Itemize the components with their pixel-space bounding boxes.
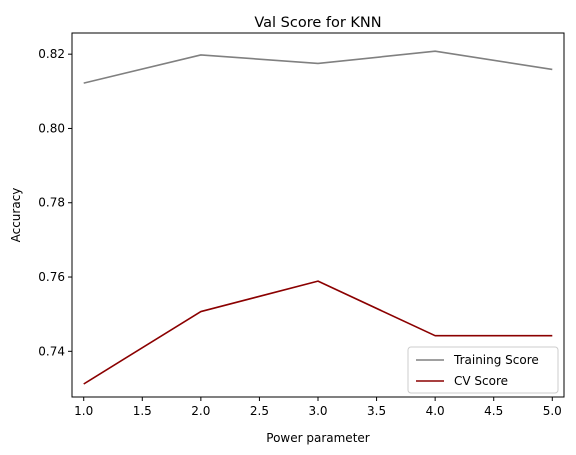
legend-label: Training Score xyxy=(453,353,539,367)
legend-label: CV Score xyxy=(454,374,508,388)
x-tick-label: 2.5 xyxy=(250,404,269,418)
x-axis-label: Power parameter xyxy=(266,431,370,445)
x-tick-label: 5.0 xyxy=(543,404,562,418)
series-line-cv-score xyxy=(83,280,553,385)
x-tick-label: 2.0 xyxy=(191,404,210,418)
x-tick-label: 4.5 xyxy=(484,404,503,418)
x-axis: 1.0 1.5 2.0 2.5 3.0 3.5 4.0 4.5 5.0 xyxy=(74,397,562,418)
y-tick-label: 0.76 xyxy=(38,270,65,284)
y-tick-label: 0.80 xyxy=(38,121,65,135)
x-tick-label: 3.0 xyxy=(308,404,327,418)
y-axis: 0.74 0.76 0.78 0.80 0.82 xyxy=(38,47,72,358)
x-tick-label: 1.5 xyxy=(133,404,152,418)
series-line-training-score xyxy=(83,50,553,84)
y-tick-label: 0.78 xyxy=(38,196,65,210)
x-tick-label: 1.0 xyxy=(74,404,93,418)
x-tick-label: 3.5 xyxy=(367,404,386,418)
chart-title: Val Score for KNN xyxy=(254,15,381,31)
y-axis-label: Accuracy xyxy=(9,188,23,243)
y-tick-label: 0.74 xyxy=(38,344,65,358)
y-tick-label: 0.82 xyxy=(38,47,65,61)
x-tick-label: 4.0 xyxy=(426,404,445,418)
legend-box xyxy=(407,346,559,394)
series-lines xyxy=(83,50,553,385)
legend: Training Score CV Score xyxy=(407,346,559,394)
